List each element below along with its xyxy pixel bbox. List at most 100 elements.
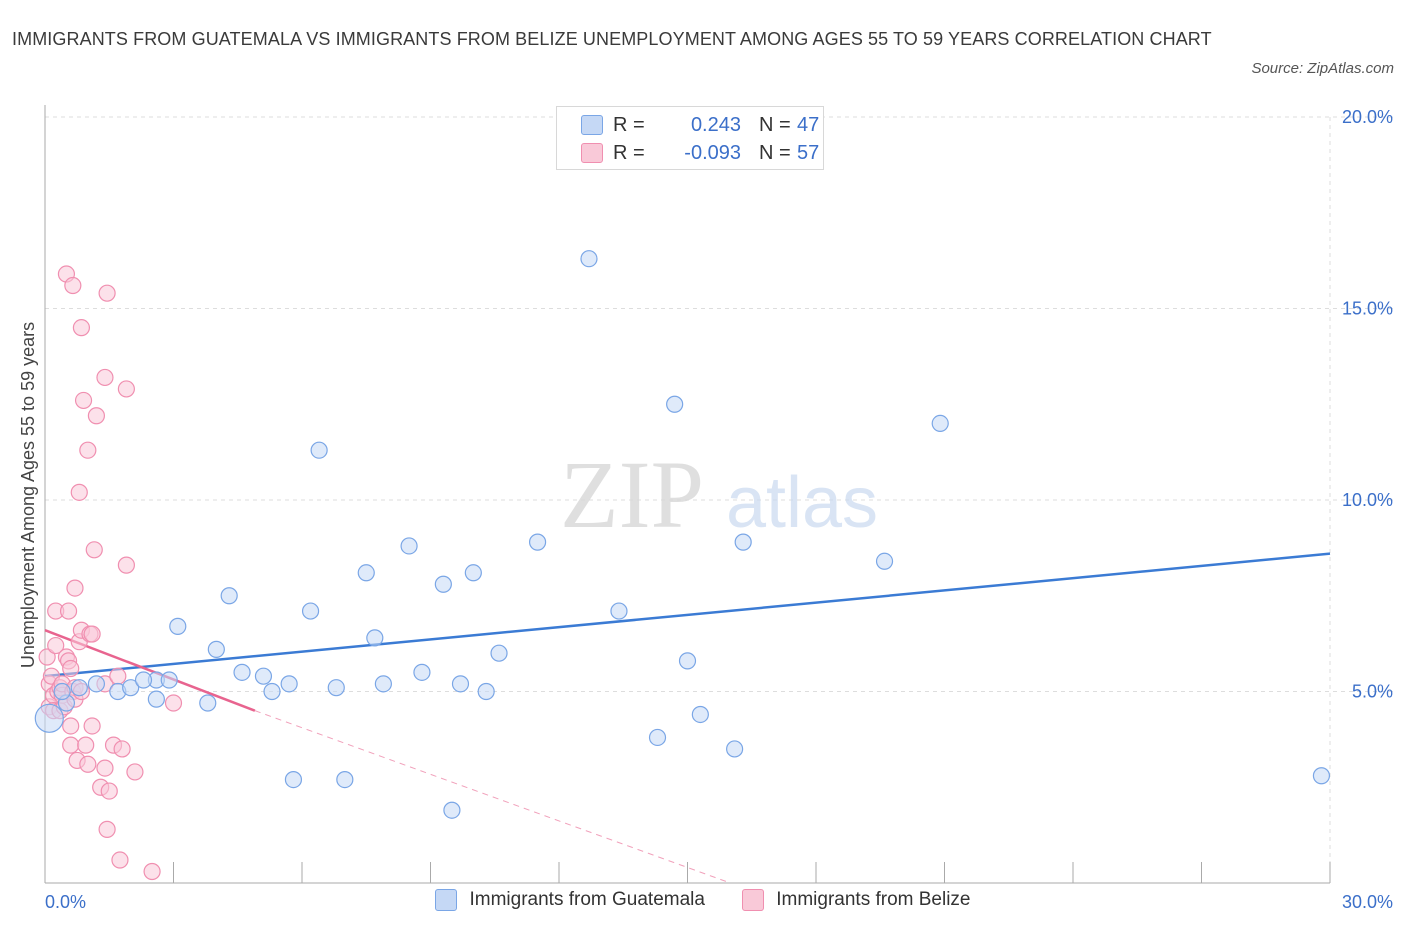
belize-point	[117, 380, 135, 398]
series-legend: Immigrants from Guatemala Immigrants fro…	[0, 889, 1406, 917]
guatemala-point	[357, 564, 375, 582]
belize-point	[164, 694, 183, 712]
belize-point	[66, 579, 84, 597]
belize-point	[38, 648, 56, 666]
guatemala-point	[284, 770, 303, 789]
guatemala-point	[301, 602, 320, 620]
belize-point	[83, 717, 101, 735]
belize-legend-swatch	[742, 889, 765, 911]
legend-label-belize: Immigrants from Belize	[776, 889, 971, 910]
r-value: 0.243	[690, 114, 741, 136]
guatemala-point	[336, 770, 354, 789]
belize-point	[87, 407, 106, 425]
guatemala-point	[280, 675, 298, 693]
belize-point	[100, 782, 118, 800]
guatemala-point	[310, 441, 328, 459]
guatemala-point	[413, 663, 431, 681]
guatemala-point	[374, 675, 392, 693]
guatemala-points	[34, 250, 1331, 819]
y-axis-label: Unemployment Among Ages 55 to 59 years	[18, 322, 38, 668]
guatemala-point	[199, 694, 217, 712]
guatemala-point	[443, 801, 461, 819]
guatemala-point	[87, 675, 106, 693]
r-label: R =	[613, 142, 645, 164]
guatemala-point	[327, 679, 345, 697]
n-label: N =	[759, 114, 791, 136]
guatemala-point	[678, 652, 697, 670]
guatemala-point	[490, 644, 508, 662]
guatemala-point	[207, 640, 225, 658]
guatemala-point	[580, 250, 598, 268]
guatemala-point	[931, 414, 949, 432]
tick-labels: 5.0% 10.0% 15.0% 20.0% 0.0% 30.0%	[45, 107, 1393, 912]
y-tick-label: 20.0%	[1342, 107, 1393, 127]
guatemala-point	[610, 602, 628, 620]
legend-item-belize[interactable]: Immigrants from Belize	[742, 889, 971, 911]
belize-point	[85, 541, 103, 559]
legend-label-guatemala: Immigrants from Guatemala	[469, 889, 705, 910]
belize-points	[38, 265, 183, 881]
guatemala-swatch	[581, 115, 603, 135]
guatemala-point	[263, 682, 281, 701]
belize-point	[64, 276, 82, 295]
belize-point	[126, 763, 144, 781]
belize-point	[62, 717, 80, 735]
guatemala-point	[1312, 767, 1331, 785]
n-label: N =	[759, 142, 791, 164]
belize-point	[77, 736, 95, 754]
belize-point	[98, 284, 116, 302]
gridlines	[44, 116, 1393, 883]
source-label: Source: ZipAtlas.com	[1251, 60, 1394, 77]
n-value: 47	[797, 114, 820, 136]
guatemala-point	[34, 703, 64, 733]
guatemala-point	[528, 533, 547, 551]
x-tick-label: 30.0%	[1342, 892, 1393, 912]
guatemala-point	[220, 587, 238, 605]
guatemala-point	[734, 533, 752, 551]
guatemala-point	[160, 671, 178, 689]
belize-trend-extension	[254, 710, 731, 884]
belize-point	[143, 862, 161, 881]
y-tick-label: 15.0%	[1342, 299, 1393, 319]
belize-point	[47, 636, 65, 655]
stats-legend: R = 0.243 N = 47 R = -0.093 N = 57	[556, 106, 824, 170]
belize-point	[111, 851, 129, 869]
belize-point	[79, 441, 97, 459]
belize-point	[62, 659, 80, 678]
belize-point	[117, 556, 135, 574]
guatemala-legend-swatch	[435, 889, 458, 911]
axes	[44, 105, 1331, 884]
belize-point	[113, 740, 131, 758]
y-tick-label: 5.0%	[1352, 682, 1393, 702]
guatemala-trend-line	[44, 552, 1331, 678]
guatemala-point	[147, 690, 165, 708]
belize-point	[74, 391, 93, 410]
guatemala-point	[233, 663, 251, 681]
belize-point	[70, 483, 88, 501]
belize-point	[98, 820, 116, 838]
chart-title: IMMIGRANTS FROM GUATEMALA VS IMMIGRANTS …	[12, 29, 1212, 49]
guatemala-point	[451, 675, 470, 693]
guatemala-point	[134, 671, 153, 689]
belize-point	[96, 759, 114, 777]
belize-point	[83, 625, 101, 643]
guatemala-point	[434, 575, 452, 593]
y-tick-label: 10.0%	[1342, 490, 1393, 510]
guatemala-point	[400, 537, 418, 555]
guatemala-point	[254, 667, 273, 685]
guatemala-point	[691, 705, 709, 724]
belize-point	[59, 602, 78, 620]
guatemala-point	[477, 682, 495, 701]
belize-point	[96, 368, 114, 387]
guatemala-point	[648, 728, 667, 747]
belize-point	[79, 755, 97, 773]
belize-point	[72, 319, 91, 337]
legend-item-guatemala[interactable]: Immigrants from Guatemala	[435, 889, 705, 911]
guatemala-point	[726, 740, 744, 758]
guatemala-point	[53, 682, 71, 701]
guatemala-point	[70, 679, 88, 697]
x-tick-label: 0.0%	[45, 892, 86, 912]
guatemala-point	[366, 629, 384, 647]
r-value: -0.093	[684, 142, 741, 164]
